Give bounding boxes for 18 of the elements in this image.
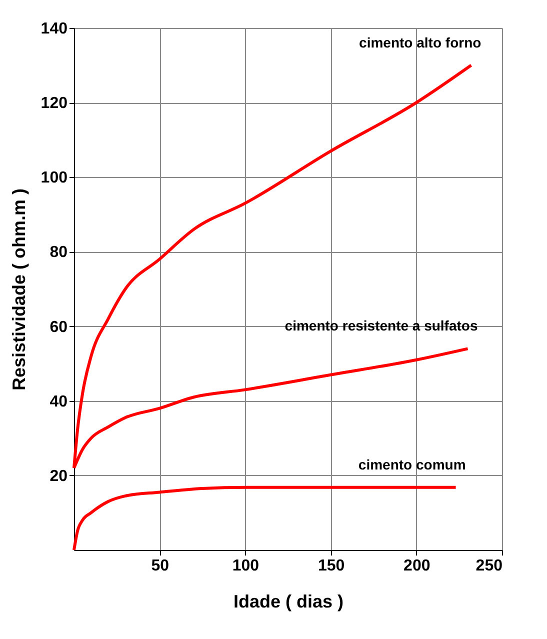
series-label: cimento alto forno <box>359 34 482 50</box>
series-label: cimento comum <box>358 456 466 472</box>
line-series <box>72 486 458 552</box>
x-tick-label: 150 <box>318 558 345 574</box>
y-tick-label: 80 <box>50 244 68 262</box>
y-tick-label: 140 <box>40 20 68 38</box>
y-tick-label: 120 <box>40 95 68 112</box>
x-tick-label: 100 <box>232 558 260 574</box>
x-tick-label: 250 <box>476 558 503 574</box>
series-label: cimento resistente a sulfatos <box>284 318 478 334</box>
x-axis-title: Idade ( dias ) <box>233 592 344 612</box>
y-tick-label: 60 <box>50 318 68 336</box>
x-tick-label: 50 <box>151 558 170 574</box>
y-tick-label: 20 <box>50 468 68 485</box>
y-tick-label: 40 <box>50 393 68 410</box>
x-tick-label: 200 <box>404 558 430 574</box>
y-axis-title: Resistividade ( ohm.m ) <box>8 188 29 391</box>
y-tick-label: 100 <box>40 170 68 187</box>
